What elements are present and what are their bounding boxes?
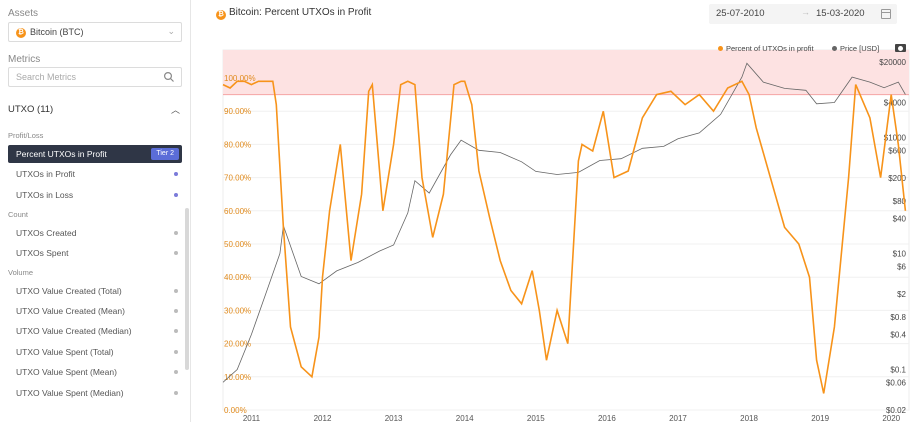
category-profit-loss: Profit/Loss — [8, 131, 43, 140]
y-tick-right: $0.8 — [890, 313, 906, 322]
y-tick-right: $1000 — [884, 133, 907, 142]
metric-item-percent-utxos-in-profit[interactable]: Percent UTXOs in Profit Tier 2 — [8, 145, 182, 163]
legend-label-percent: Percent of UTXOs in profit — [726, 44, 814, 53]
x-axis: 2011 2012 2013 2014 2015 2016 2017 2018 2019 2020 — [243, 414, 901, 422]
tier-dot-icon — [174, 391, 178, 395]
x-tick: 2019 — [811, 414, 829, 422]
utxo-group-label: UTXO (11) — [8, 104, 53, 115]
x-tick: 2015 — [527, 414, 545, 422]
x-tick: 2018 — [740, 414, 758, 422]
legend-label-price: Price [USD] — [840, 44, 879, 53]
y-tick-left: 90.00% — [224, 107, 251, 116]
metric-item-label: UTXO Value Created (Mean) — [16, 306, 125, 316]
y-tick-left: 40.00% — [224, 273, 251, 282]
tier-dot-icon — [174, 329, 178, 333]
sidebar-scrollbar[interactable] — [185, 208, 189, 370]
y-tick-right: $0.1 — [890, 365, 906, 374]
grid — [223, 50, 909, 410]
y-tick-right: $0.06 — [886, 378, 907, 387]
chevron-down-icon: ⌄ — [167, 26, 175, 37]
metric-item-label: UTXO Value Spent (Median) — [16, 388, 124, 398]
metric-item-label: UTXO Value Spent (Total) — [16, 347, 114, 357]
y-tick-left: 20.00% — [224, 340, 251, 349]
metric-item-utxo-value-created-median[interactable]: UTXO Value Created (Median) — [8, 322, 182, 340]
tier-dot-icon — [174, 370, 178, 374]
metric-item-utxo-value-spent-total[interactable]: UTXO Value Spent (Total) — [8, 343, 182, 361]
y-tick-right: $6 — [897, 262, 906, 271]
y-tick-right: $200 — [888, 174, 906, 183]
metric-item-label: UTXO Value Created (Median) — [16, 326, 132, 336]
tier-dot-icon — [174, 350, 178, 354]
chevron-up-icon[interactable]: ︿ — [171, 103, 180, 116]
metric-item-label: UTXOs in Loss — [16, 190, 73, 200]
y-tick-right: $2 — [897, 290, 906, 299]
y-tick-left: 30.00% — [224, 306, 251, 315]
legend-item-percent[interactable]: Percent of UTXOs in profit — [718, 44, 814, 53]
y-tick-left: 80.00% — [224, 140, 251, 149]
y-tick-left: 60.00% — [224, 207, 251, 216]
category-volume: Volume — [8, 268, 33, 277]
main-panel: ₿ Bitcoin: Percent UTXOs in Profit 25-07-… — [191, 0, 911, 422]
x-tick: 2012 — [314, 414, 332, 422]
legend-marker-price — [832, 46, 837, 51]
asset-select[interactable]: ₿ Bitcoin (BTC) ⌄ — [8, 22, 182, 42]
y-tick-left: 70.00% — [224, 174, 251, 183]
metric-item-label: UTXO Value Created (Total) — [16, 286, 122, 296]
x-tick: 2016 — [598, 414, 616, 422]
x-tick: 2017 — [669, 414, 687, 422]
tier-dot-icon — [174, 309, 178, 313]
metric-item-utxo-value-spent-mean[interactable]: UTXO Value Spent (Mean) — [8, 363, 182, 381]
legend-marker-percent — [718, 46, 723, 51]
y-tick-right: $40 — [893, 215, 907, 224]
metric-item-utxo-value-created-mean[interactable]: UTXO Value Created (Mean) — [8, 302, 182, 320]
y-tick-left: 50.00% — [224, 240, 251, 249]
legend-item-price[interactable]: Price [USD] — [832, 44, 879, 53]
search-metrics-input[interactable] — [9, 68, 159, 86]
metric-item-label: UTXOs Spent — [16, 248, 68, 258]
y-tick-right: $4000 — [884, 99, 907, 108]
metric-item-utxo-value-created-total[interactable]: UTXO Value Created (Total) — [8, 282, 182, 300]
y-tick-right: $10 — [893, 249, 907, 258]
x-tick: 2013 — [385, 414, 403, 422]
metric-item-utxos-in-loss[interactable]: UTXOs in Loss — [8, 186, 182, 204]
profit-band — [223, 50, 909, 95]
y-tick-right: $600 — [888, 146, 906, 155]
y-tick-right: $20000 — [879, 58, 906, 67]
x-tick: 2011 — [243, 414, 261, 422]
bitcoin-icon: ₿ — [16, 28, 26, 38]
metric-item-utxo-value-spent-median[interactable]: UTXO Value Spent (Median) — [8, 384, 182, 402]
sidebar: Assets ₿ Bitcoin (BTC) ⌄ Metrics UTXO (1… — [0, 0, 191, 422]
tier-dot-icon — [174, 193, 178, 197]
tier-badge: Tier 2 — [151, 148, 179, 160]
metric-item-label: UTXO Value Spent (Mean) — [16, 367, 117, 377]
x-tick: 2020 — [882, 414, 900, 422]
asset-select-value: Bitcoin (BTC) — [30, 27, 84, 37]
metric-item-utxos-created[interactable]: UTXOs Created — [8, 224, 182, 242]
search-icon[interactable] — [163, 71, 175, 83]
tier-dot-icon — [174, 289, 178, 293]
utxo-group-header[interactable]: UTXO (11) ︿ — [8, 104, 182, 118]
x-tick: 2014 — [456, 414, 474, 422]
metric-item-label: Percent UTXOs in Profit — [16, 149, 107, 159]
metric-item-utxos-spent[interactable]: UTXOs Spent — [8, 244, 182, 262]
camera-icon[interactable] — [895, 44, 906, 52]
y-tick-right: $0.4 — [890, 331, 906, 340]
assets-label: Assets — [8, 8, 38, 19]
metrics-label: Metrics — [8, 54, 40, 65]
chart-area[interactable]: 0.00% 10.00% 20.00% 30.00% 40.00% 50.00% 60.00… — [191, 0, 911, 422]
search-box — [8, 67, 182, 87]
tier-dot-icon — [174, 251, 178, 255]
tier-dot-icon — [174, 231, 178, 235]
metric-item-utxos-in-profit[interactable]: UTXOs in Profit — [8, 165, 182, 183]
metric-item-label: UTXOs in Profit — [16, 169, 75, 179]
metric-item-label: UTXOs Created — [16, 228, 76, 238]
category-count: Count — [8, 210, 28, 219]
tier-dot-icon — [174, 172, 178, 176]
plot-background — [223, 50, 909, 410]
